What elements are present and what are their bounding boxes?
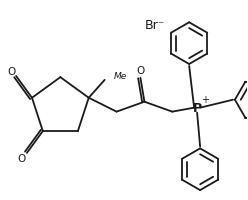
Text: Br⁻: Br⁻ [145, 18, 165, 31]
Text: +: + [201, 94, 209, 104]
Text: O: O [7, 67, 15, 77]
Text: O: O [18, 153, 26, 163]
Text: O: O [136, 66, 145, 76]
Text: Me: Me [114, 72, 127, 81]
Text: P: P [192, 102, 202, 115]
